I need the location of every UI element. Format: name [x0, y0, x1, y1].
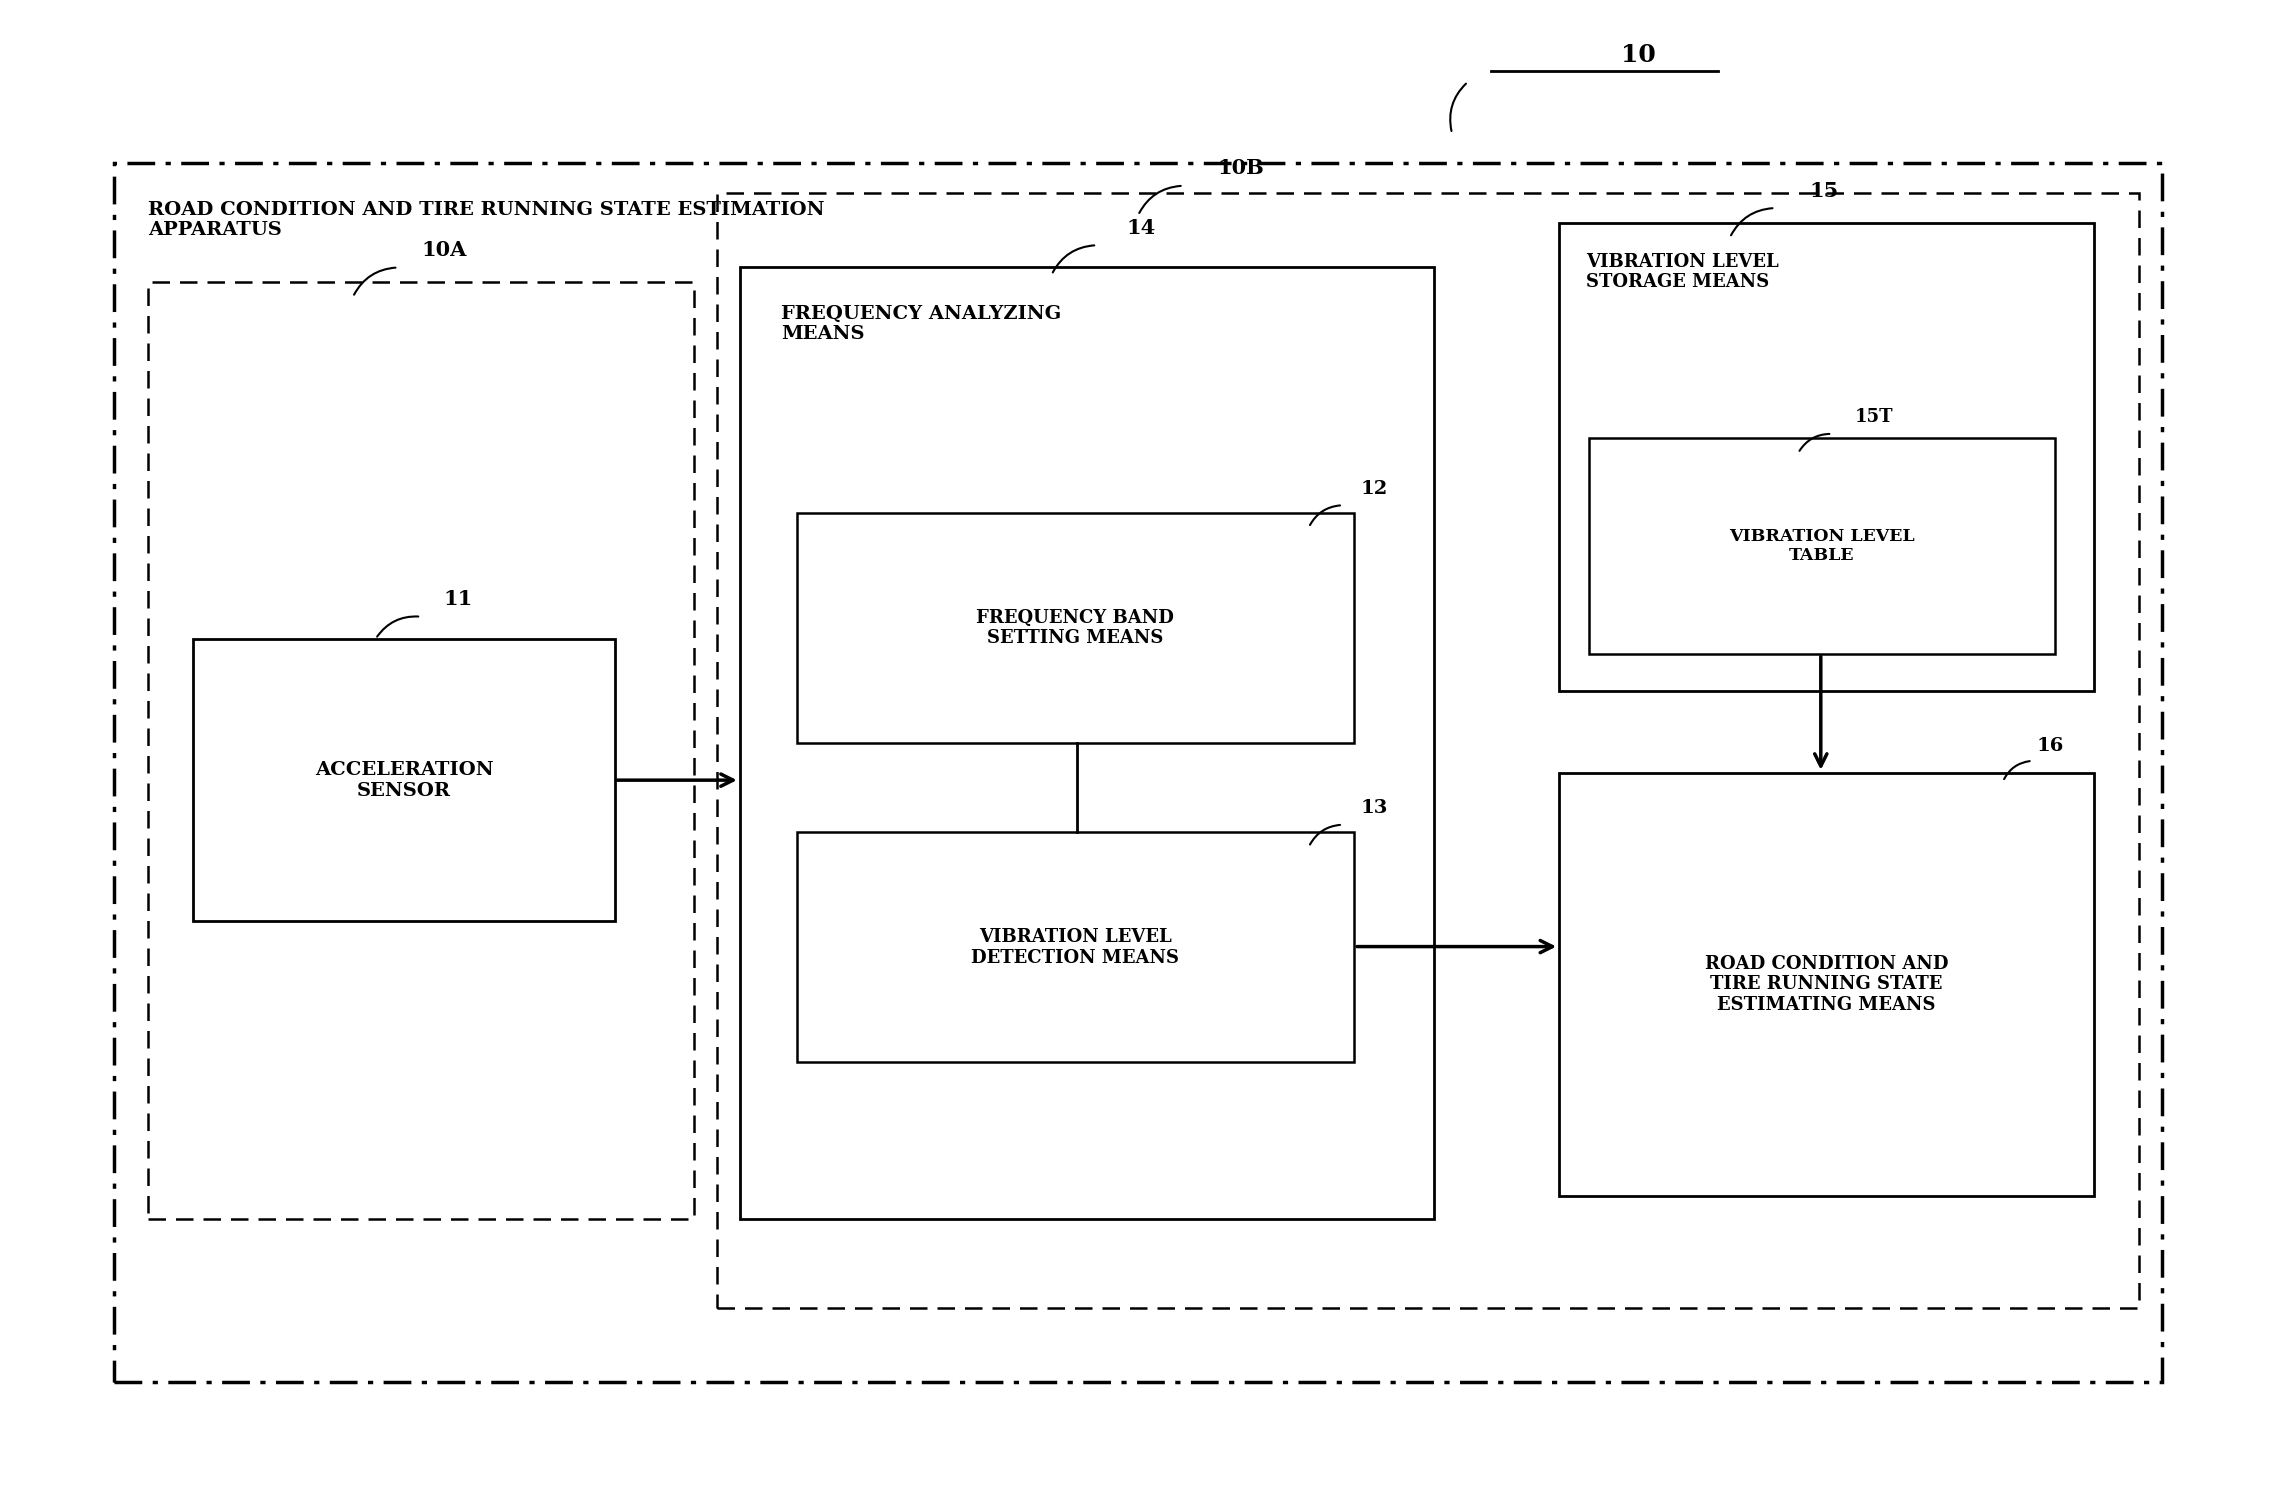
Text: ACCELERATION
SENSOR: ACCELERATION SENSOR [314, 761, 494, 799]
Text: 16: 16 [2037, 737, 2064, 755]
Text: 11: 11 [444, 590, 473, 609]
Text: ROAD CONDITION AND
TIRE RUNNING STATE
ESTIMATING MEANS: ROAD CONDITION AND TIRE RUNNING STATE ES… [1705, 954, 1948, 1015]
Text: ROAD CONDITION AND TIRE RUNNING STATE ESTIMATION
APPARATUS: ROAD CONDITION AND TIRE RUNNING STATE ES… [148, 201, 824, 239]
Bar [797, 513, 1354, 743]
Text: 13: 13 [1361, 799, 1388, 817]
Text: 15T: 15T [1855, 409, 1894, 426]
Text: VIBRATION LEVEL
DETECTION MEANS: VIBRATION LEVEL DETECTION MEANS [972, 927, 1179, 967]
Bar [1589, 438, 2055, 654]
Bar [148, 282, 694, 1219]
Text: 14: 14 [1127, 218, 1156, 238]
Text: 10: 10 [1621, 43, 1657, 67]
Bar [193, 639, 615, 921]
Bar [1559, 223, 2094, 691]
Bar [740, 267, 1434, 1219]
Text: 15: 15 [1809, 181, 1839, 201]
Text: 10B: 10B [1218, 159, 1265, 178]
Text: FREQUENCY ANALYZING
MEANS: FREQUENCY ANALYZING MEANS [781, 305, 1061, 343]
Text: VIBRATION LEVEL
STORAGE MEANS: VIBRATION LEVEL STORAGE MEANS [1586, 253, 1780, 291]
Bar [114, 163, 2162, 1382]
Text: FREQUENCY BAND
SETTING MEANS: FREQUENCY BAND SETTING MEANS [976, 608, 1174, 648]
Bar [1559, 773, 2094, 1196]
Bar [717, 193, 2139, 1308]
Text: 10A: 10A [421, 241, 467, 260]
Bar [797, 832, 1354, 1062]
Text: VIBRATION LEVEL
TABLE: VIBRATION LEVEL TABLE [1730, 528, 1914, 565]
Text: 12: 12 [1361, 480, 1388, 498]
